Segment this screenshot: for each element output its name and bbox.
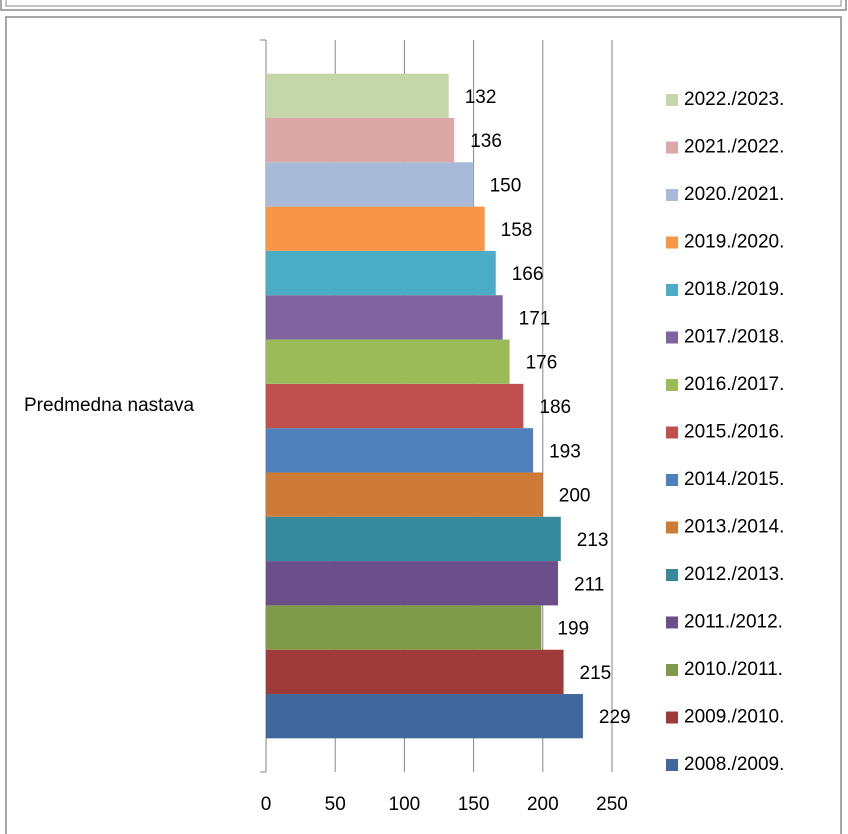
- x-tick-label: 0: [261, 794, 272, 815]
- legend-label: 2017./2018.: [684, 327, 784, 348]
- legend-swatch: [666, 569, 678, 581]
- legend-swatch: [666, 189, 678, 201]
- data-label: 213: [577, 530, 609, 551]
- data-label: 158: [501, 220, 533, 241]
- data-label: 200: [559, 486, 591, 507]
- bar: [266, 605, 542, 650]
- data-label: 199: [557, 619, 589, 640]
- bar: [266, 383, 524, 429]
- legend-label: 2021./2022.: [684, 137, 784, 158]
- bar: [266, 649, 564, 695]
- legend-swatch: [666, 236, 678, 249]
- legend-label: 2012./2013.: [684, 564, 784, 585]
- legend-label: 2013./2014.: [684, 517, 784, 538]
- legend-label: 2016./2017.: [684, 374, 784, 395]
- bar: [266, 73, 449, 118]
- data-label: 211: [574, 574, 604, 595]
- x-tick-label: 200: [527, 794, 559, 815]
- bar: [266, 561, 559, 606]
- bar: [266, 472, 543, 517]
- legend-label: 2008./2009.: [684, 754, 784, 775]
- legend-label: 2010./2011.: [684, 659, 783, 680]
- legend-label: 2014./2015.: [684, 469, 784, 490]
- x-tick-label: 250: [596, 794, 628, 815]
- data-label: 229: [599, 707, 631, 728]
- data-label: 132: [465, 87, 497, 108]
- legend-label: 2015./2016.: [684, 422, 784, 443]
- bar: [266, 516, 561, 562]
- bar: [266, 694, 583, 739]
- legend-label: 2022./2023.: [684, 89, 784, 110]
- data-label: 171: [519, 308, 551, 329]
- data-label: 136: [470, 131, 502, 152]
- legend-swatch: [666, 474, 678, 486]
- legend-swatch: [666, 379, 678, 391]
- y-tick-label: Predmedna nastava: [24, 395, 194, 416]
- data-label: 150: [490, 175, 522, 196]
- legend-swatch: [666, 331, 678, 344]
- bar: [266, 428, 534, 473]
- legend-swatch: [666, 759, 678, 771]
- legend-label: 2020./2021.: [684, 184, 784, 205]
- frame: [5, 16, 842, 834]
- legend-label: 2019./2020.: [684, 232, 784, 253]
- bar: [266, 206, 485, 251]
- legend-swatch: [666, 521, 678, 534]
- legend-label: 2009./2010.: [684, 707, 784, 728]
- bar: [266, 117, 455, 163]
- x-tick-label: 150: [458, 794, 490, 815]
- legend-swatch: [666, 284, 678, 296]
- legend-swatch: [666, 94, 678, 106]
- legend-swatch: [666, 426, 678, 439]
- data-label: 193: [549, 441, 581, 462]
- data-label: 176: [526, 353, 558, 374]
- legend-swatch: [666, 616, 678, 629]
- frame-top-inner: [5, 0, 842, 7]
- x-tick-label: 100: [389, 794, 421, 815]
- legend-label: 2018./2019.: [684, 279, 784, 300]
- data-label: 166: [512, 264, 544, 285]
- bar: [266, 339, 510, 384]
- bar: [266, 162, 474, 207]
- frame-top: [0, 0, 847, 11]
- bar: [266, 250, 496, 296]
- legend-swatch: [666, 141, 678, 154]
- bar: [266, 295, 503, 340]
- legend-swatch: [666, 664, 678, 676]
- data-label: 215: [580, 663, 612, 684]
- data-label: 186: [539, 397, 571, 418]
- x-tick-label: 50: [325, 794, 346, 815]
- legend-swatch: [666, 711, 678, 724]
- legend-label: 2011./2012.: [684, 612, 783, 633]
